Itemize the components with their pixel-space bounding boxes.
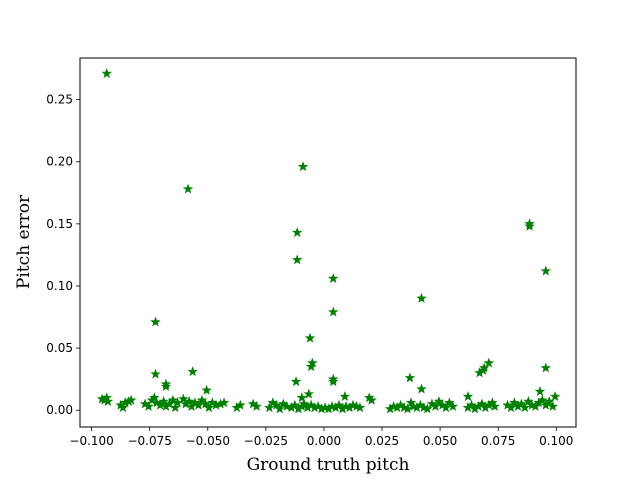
data-point [516, 398, 527, 409]
data-point [101, 68, 112, 78]
data-point [477, 365, 489, 375]
data-point [117, 402, 129, 413]
data-point [540, 362, 551, 373]
y-tick-label: 0.25 [46, 93, 73, 107]
data-point [483, 357, 495, 368]
data-point [549, 391, 561, 401]
data-point [158, 396, 169, 406]
data-point [433, 396, 445, 406]
data-point [328, 273, 339, 283]
data-point [524, 220, 535, 231]
data-point [366, 394, 377, 405]
data-point [505, 402, 517, 413]
data-point [540, 265, 551, 276]
data-point [476, 398, 488, 409]
data-point [430, 401, 441, 411]
data-point [462, 391, 474, 401]
data-point [200, 398, 211, 409]
data-point [523, 396, 534, 406]
data-point [289, 399, 301, 410]
data-point [251, 401, 262, 411]
data-point [143, 401, 154, 411]
data-point [303, 388, 315, 399]
x-tick-label: 0.025 [365, 434, 399, 448]
data-point [183, 396, 195, 406]
data-point [304, 332, 316, 343]
data-point [182, 183, 194, 194]
x-axis-label: Ground truth pitch [247, 455, 410, 475]
data-point [422, 403, 433, 414]
plot-area-frame [79, 57, 577, 428]
data-point [167, 394, 179, 405]
data-point [264, 402, 275, 413]
data-point [292, 227, 303, 237]
y-tick-label: 0.00 [46, 403, 73, 417]
data-point [274, 403, 285, 414]
data-point [296, 392, 308, 403]
data-point [187, 366, 198, 377]
data-point [537, 394, 548, 405]
data-point [150, 316, 161, 327]
data-point [440, 402, 452, 413]
data-point [102, 396, 114, 406]
data-point [328, 376, 339, 387]
data-point [339, 391, 351, 401]
x-tick-label: 0.075 [481, 434, 515, 448]
data-point [547, 401, 558, 411]
y-axis-label: Pitch error [14, 194, 34, 289]
data-point [402, 403, 413, 414]
data-point [416, 383, 427, 394]
data-point [466, 399, 477, 410]
data-point [328, 306, 339, 317]
data-point [150, 368, 161, 379]
y-tick-label: 0.05 [46, 341, 73, 355]
x-tick-label: 0.000 [307, 434, 341, 448]
data-point [444, 397, 455, 408]
data-point [271, 399, 282, 410]
x-tick-label: −0.050 [186, 434, 230, 448]
x-tick-label: 0.050 [423, 434, 457, 448]
data-point [178, 393, 189, 404]
x-tick-label: −0.075 [127, 434, 171, 448]
x-tick-label: −0.025 [244, 434, 288, 448]
data-point [290, 376, 302, 387]
data-point [292, 254, 303, 265]
x-tick-label: −0.100 [69, 434, 113, 448]
data-point [170, 402, 181, 413]
data-point [534, 386, 546, 397]
data-point [298, 398, 310, 409]
y-tick-label: 0.20 [46, 155, 73, 169]
data-point [160, 381, 172, 392]
data-point [196, 394, 208, 405]
data-point [193, 399, 204, 410]
y-tick-label: 0.10 [46, 279, 73, 293]
data-point [489, 401, 500, 411]
data-points [96, 68, 561, 414]
data-point [404, 372, 416, 383]
data-point [201, 384, 212, 395]
data-point [354, 402, 366, 413]
data-point [305, 361, 317, 372]
data-point [235, 399, 246, 410]
y-tick-label: 0.15 [46, 217, 73, 231]
data-point [218, 397, 230, 408]
data-point [509, 397, 520, 408]
data-point [447, 401, 459, 411]
data-point [203, 402, 215, 413]
data-point [125, 394, 137, 405]
data-point [333, 399, 345, 410]
data-point [149, 392, 160, 403]
x-axis-ticks: −0.100 −0.075 −0.050 −0.025 0.000 0.025 0.050 0… [69, 427, 573, 448]
data-point [297, 161, 309, 172]
y-axis-ticks: 0.00 0.05 0.10 0.15 0.20 0.25 [46, 93, 80, 417]
data-point [416, 292, 427, 303]
data-point [519, 402, 531, 413]
x-tick-label: 0.100 [539, 434, 573, 448]
